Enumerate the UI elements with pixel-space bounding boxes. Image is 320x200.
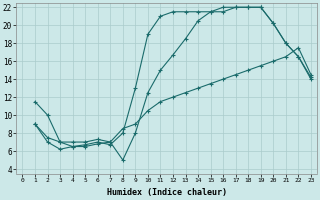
X-axis label: Humidex (Indice chaleur): Humidex (Indice chaleur) (107, 188, 227, 197)
